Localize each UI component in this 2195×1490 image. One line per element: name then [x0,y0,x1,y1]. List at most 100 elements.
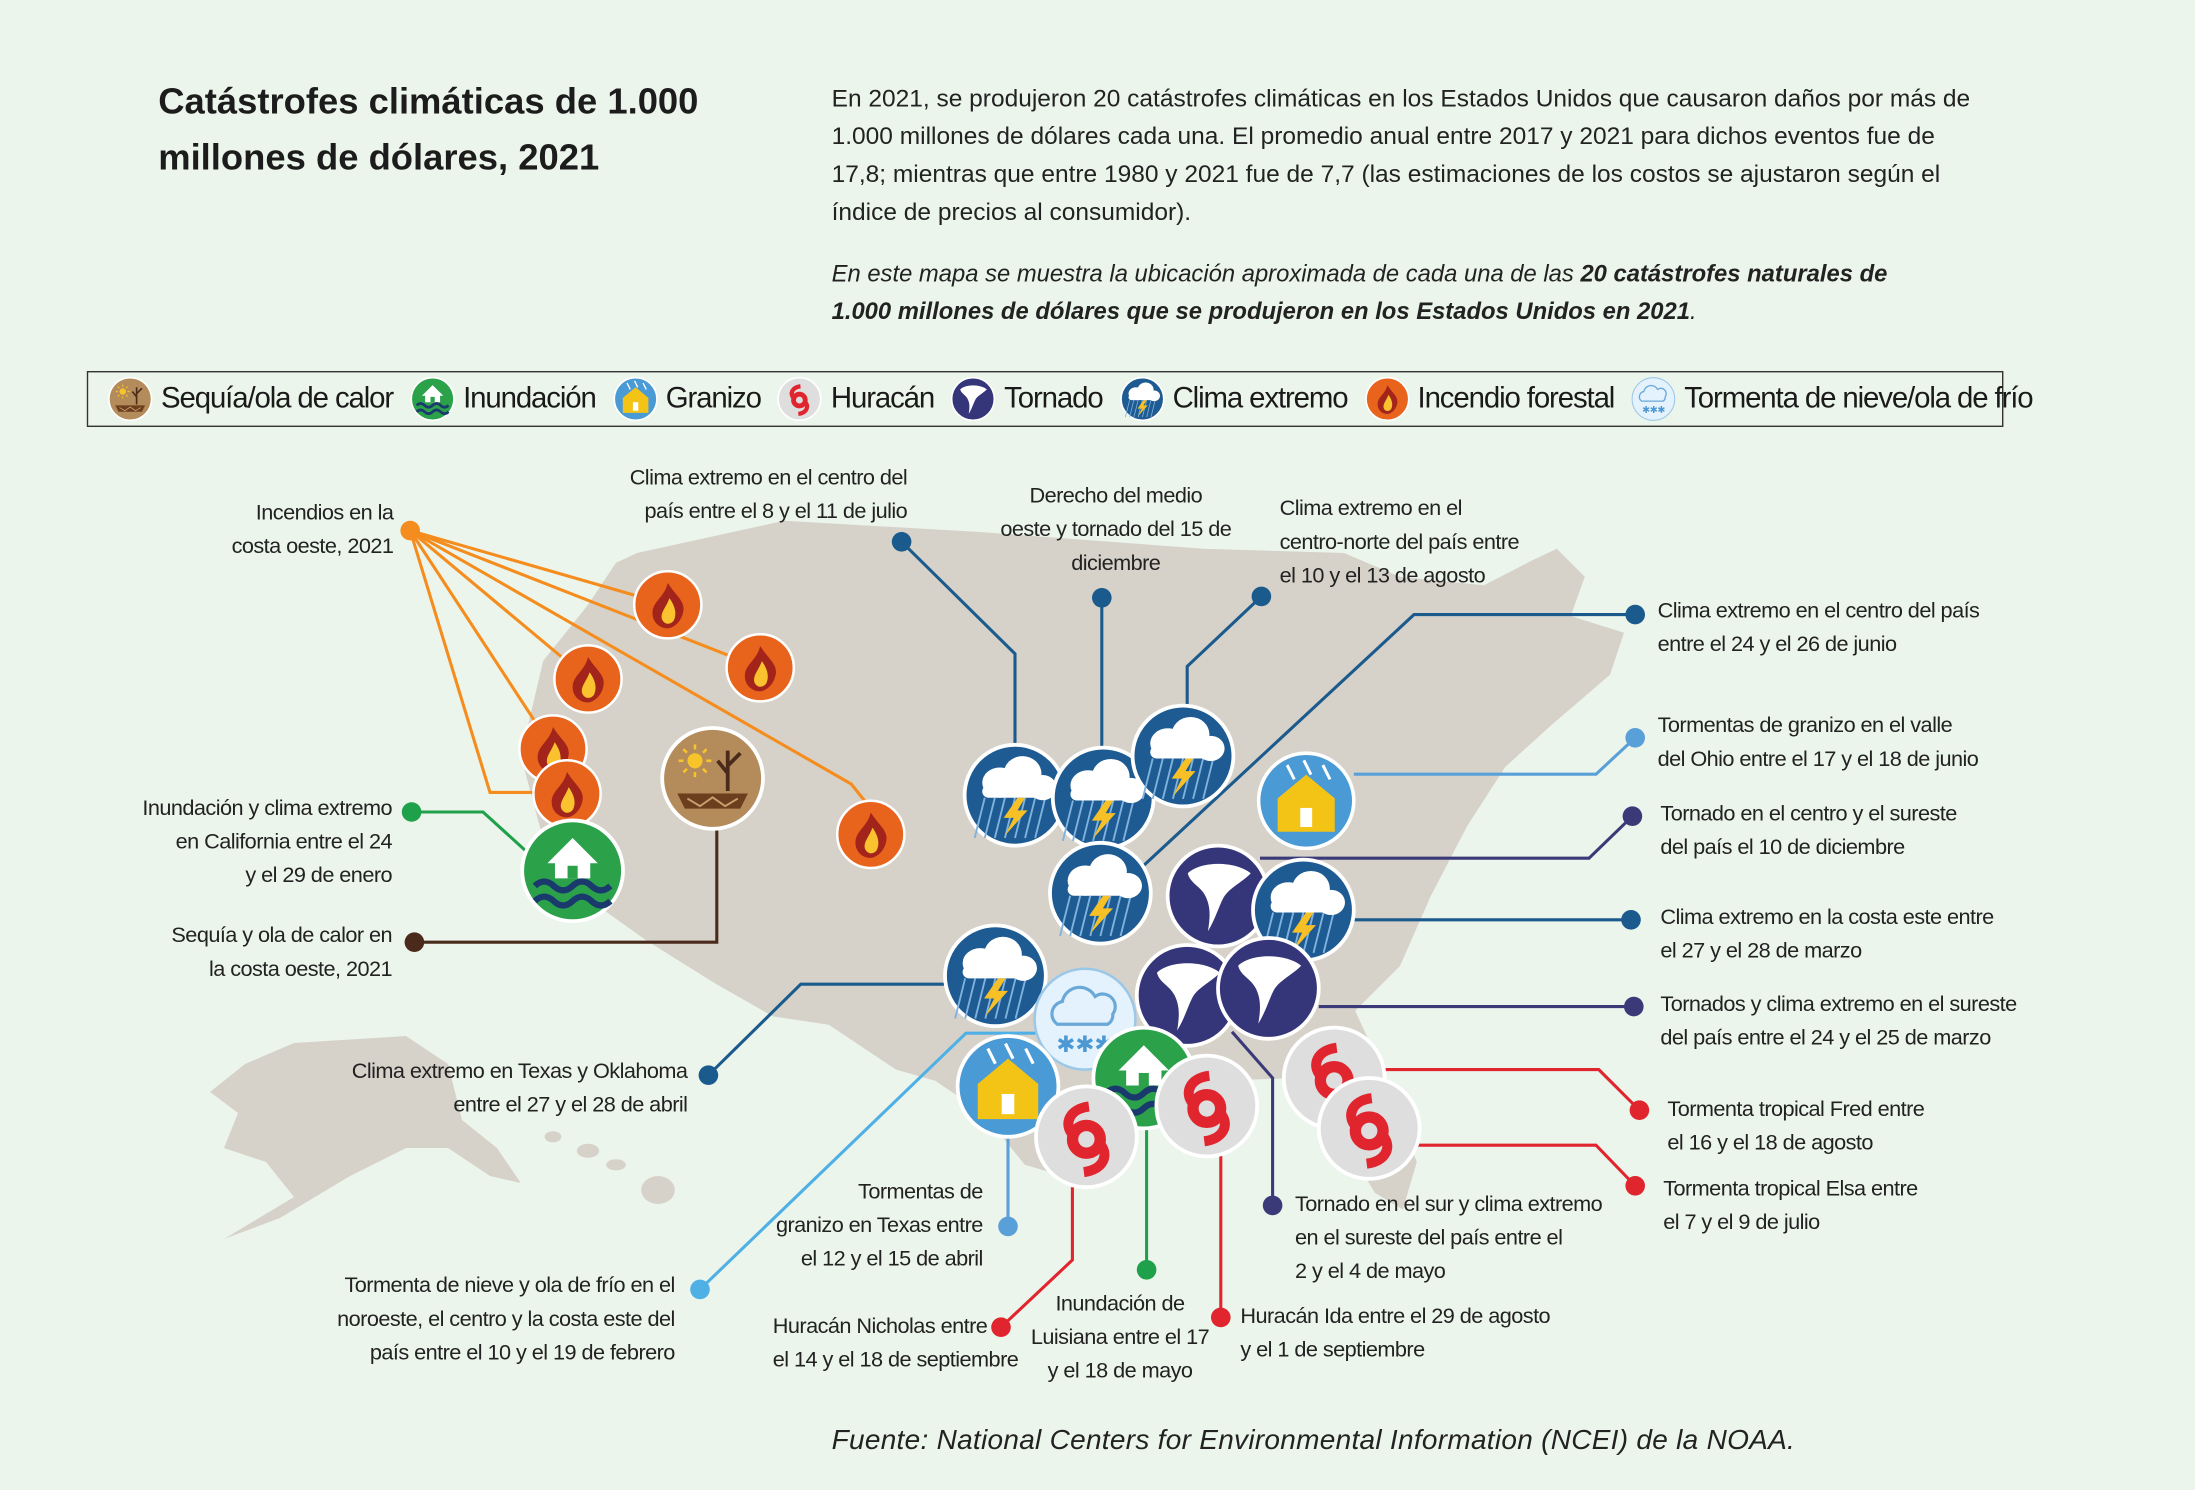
winter-leader [698,1031,1039,1291]
tornado-may-marker [1262,1195,1283,1216]
legend-label: Inundación [463,382,597,415]
hail-icon [1256,751,1356,851]
severe-june-marker [1625,604,1645,625]
legend-label: Incendio forestal [1417,382,1616,415]
label-severe-april: Clima extremo en Texas y Oklahoma entre … [351,1059,688,1118]
legend-item-drought: Sequía/ola de calor [108,376,394,422]
wildfire-icon [835,799,906,870]
label-severe-june: Clima extremo en el centro del país entr… [1657,599,1980,657]
label-winter-february: Tormenta de nieve y ola de frío en el no… [337,1274,675,1365]
ida-marker [1211,1307,1231,1328]
louisiana-flood-marker [1136,1260,1157,1280]
severe-april-leader [707,982,947,1077]
drought-icon [108,376,153,422]
tornado-icon [1216,936,1321,1041]
label-severe-august: Clima extremo en el centro-norte del paí… [1279,497,1520,588]
tornado-december-leader [1259,815,1634,860]
severe-july-leader [900,540,1017,745]
severe-june-leader [1139,613,1636,870]
severe-icon [1050,745,1156,851]
map-note: En este mapa se muestra la ubicación apr… [832,255,1952,331]
nicholas-marker [991,1317,1011,1337]
hurricane-icon [1034,1084,1139,1190]
legend: Sequía/ola de calor Inundación Granizo Hura… [86,371,2034,427]
label-ida: Huracán Ida entre el 29 de agosto y el 1… [1240,1304,1551,1363]
wildfire-icon [632,569,703,640]
legend-label: Granizo [665,382,762,415]
flood-icon [410,376,455,422]
elsa-leader [1416,1143,1637,1187]
derecho-marker [1092,588,1112,608]
tornado-icon [1165,843,1271,949]
intro-paragraph: En 2021, se produjeron 20 catástrofes cl… [831,84,1971,226]
label-fred: Tormenta tropical Fred entre el 16 y el … [1667,1097,1925,1155]
label-severe-july: Clima extremo en el centro del país entr… [629,466,908,524]
ca-flood-leader [411,810,531,856]
label-nicholas: Huracán Nicholas entre el 14 y el 18 de … [772,1314,1019,1372]
fire-leader [409,529,870,806]
fire-leader [408,529,555,750]
legend-label: Tornado [1004,382,1104,415]
legend-label: Huracán [830,382,935,415]
wildfire-icon [725,632,796,703]
wildfire-icon [553,644,623,714]
severe-august-marker [1251,586,1272,607]
hurricane-icon [1154,1053,1260,1159]
fire-leader [409,529,669,607]
fire-leader [409,529,761,670]
tornado-may-leader [1230,1030,1275,1206]
severe-april-marker [698,1065,719,1085]
legend-item-hurricane: Huracán [777,376,935,422]
wildfire-icon [532,758,602,829]
drought-icon [660,726,765,831]
fire-leader [409,529,589,681]
ca-flood-marker [401,802,422,822]
map-note-end: . [1689,298,1697,325]
hail-texas-marker [998,1216,1018,1237]
label-california-flood: Inundación y clima extremo en California… [142,796,392,888]
svg-text:✱✱✱: ✱✱✱ [1642,405,1665,416]
severe-icon [1048,840,1153,946]
legend-item-hail: Granizo [612,376,762,422]
winter-marker [690,1279,710,1300]
hurricane-icon [777,376,823,422]
alaska-shape [210,1036,521,1239]
label-west-coast-fires: Incendios en la costa oeste, 2021 [231,501,394,559]
map-note-bold: 20 catástrofes naturales de 1.000 millon… [831,260,1888,325]
label-tornado-december: Tornado en el centro y el sureste del pa… [1660,802,1957,860]
label-louisiana-flood: Inundación de Luisiana entre el 17 y el … [1030,1292,1210,1384]
fred-leader [1378,1068,1641,1112]
label-hail-ohio: Tormentas de granizo en el valle del Ohi… [1657,714,1979,772]
fire-marker [400,520,420,541]
legend-item-severe: Clima extremo [1119,376,1349,422]
tornado-march-marker [1624,996,1644,1017]
severe-icon [962,742,1068,848]
source-note: Fuente: National Centers for Environment… [831,1425,1796,1456]
legend-label: Sequía/ola de calor [161,382,394,415]
severe-icon [1119,376,1164,422]
drought-leader [414,825,719,944]
legend-item-flood: Inundación [410,376,597,422]
drought-marker [404,932,425,952]
label-tornado-may: Tornado en el sur y clima extremo en el … [1295,1192,1603,1284]
label-hail-texas: Tormentas de granizo en Texas entre el 1… [775,1180,983,1272]
hurricane-icon [1316,1076,1422,1181]
label-severe-march: Clima extremo en la costa este entre el … [1660,905,1994,964]
label-derecho: Derecho del medio oeste y tornado del 15… [1000,484,1232,576]
label-tornado-march: Tornados y clima extremo en el sureste d… [1660,992,2017,1050]
legend-label: Tormenta de nieve/ola de frío [1684,382,2033,415]
nicholas-leader [999,1187,1074,1329]
fire-leader [408,530,553,794]
severe-july-marker [891,532,912,552]
legend-item-winter: ✱✱✱ Tormenta de nieve/ola de frío [1631,377,2034,422]
severe-august-leader [1185,595,1263,707]
severe-icon [943,923,1048,1029]
page-title: Catástrofes climáticas de 1.000 millones… [158,79,699,178]
tornado-icon [951,376,996,422]
legend-item-tornado: Tornado [951,376,1104,422]
hail-ohio-leader [1353,736,1637,776]
legend-item-wildfire: Incendio forestal [1364,376,1616,422]
hawaii-shape [544,1131,675,1204]
